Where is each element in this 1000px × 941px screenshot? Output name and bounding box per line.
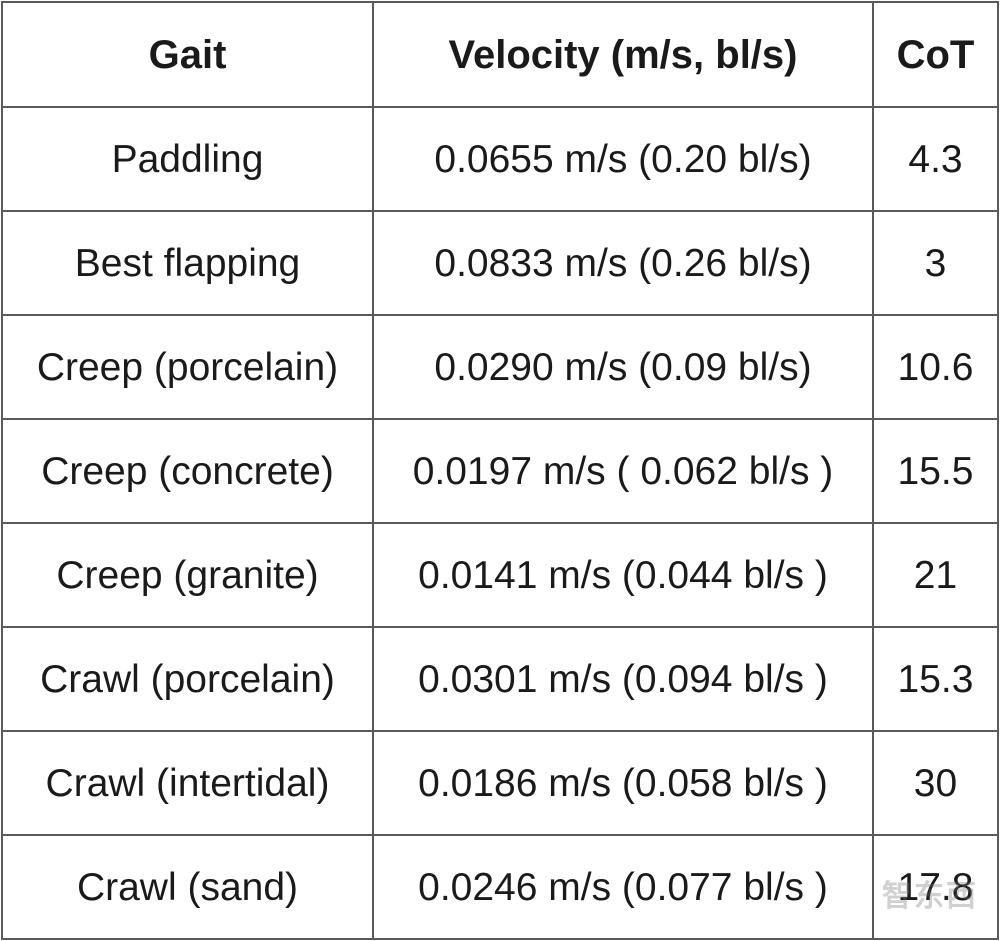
- cell-cot: 17.8: [872, 834, 999, 940]
- cell-cot: 4.3: [872, 106, 999, 212]
- cell-gait: Creep (granite): [1, 522, 374, 628]
- cell-velocity: 0.0141 m/s (0.044 bl/s ): [372, 522, 874, 628]
- cell-velocity: 0.0186 m/s (0.058 bl/s ): [372, 730, 874, 836]
- cell-gait: Best flapping: [1, 210, 374, 316]
- table-header-row: Gait Velocity (m/s, bl/s) CoT: [1, 1, 999, 108]
- cell-gait: Crawl (sand): [1, 834, 374, 940]
- cell-gait: Crawl (intertidal): [1, 730, 374, 836]
- cell-gait: Creep (concrete): [1, 418, 374, 524]
- cell-cot: 21: [872, 522, 999, 628]
- cell-velocity: 0.0655 m/s (0.20 bl/s): [372, 106, 874, 212]
- cell-velocity: 0.0246 m/s (0.077 bl/s ): [372, 834, 874, 940]
- header-gait: Gait: [1, 1, 374, 108]
- cell-gait: Creep (porcelain): [1, 314, 374, 420]
- header-velocity: Velocity (m/s, bl/s): [372, 1, 874, 108]
- table-row: Creep (concrete) 0.0197 m/s ( 0.062 bl/s…: [1, 418, 999, 524]
- cell-cot: 3: [872, 210, 999, 316]
- table-row: Creep (porcelain) 0.0290 m/s (0.09 bl/s)…: [1, 314, 999, 420]
- table-row: Crawl (porcelain) 0.0301 m/s (0.094 bl/s…: [1, 626, 999, 732]
- cell-cot: 30: [872, 730, 999, 836]
- table-row: Best flapping 0.0833 m/s (0.26 bl/s) 3: [1, 210, 999, 316]
- cell-velocity: 0.0197 m/s ( 0.062 bl/s ): [372, 418, 874, 524]
- table-row: Creep (granite) 0.0141 m/s (0.044 bl/s )…: [1, 522, 999, 628]
- table-row: Crawl (intertidal) 0.0186 m/s (0.058 bl/…: [1, 730, 999, 836]
- cell-cot: 15.3: [872, 626, 999, 732]
- cell-gait: Crawl (porcelain): [1, 626, 374, 732]
- cell-velocity: 0.0290 m/s (0.09 bl/s): [372, 314, 874, 420]
- cell-gait: Paddling: [1, 106, 374, 212]
- cell-cot: 15.5: [872, 418, 999, 524]
- table-row: Paddling 0.0655 m/s (0.20 bl/s) 4.3: [1, 106, 999, 212]
- cell-velocity: 0.0833 m/s (0.26 bl/s): [372, 210, 874, 316]
- cell-cot: 10.6: [872, 314, 999, 420]
- header-cot: CoT: [872, 1, 999, 108]
- table-row: Crawl (sand) 0.0246 m/s (0.077 bl/s ) 17…: [1, 834, 999, 940]
- cell-velocity: 0.0301 m/s (0.094 bl/s ): [372, 626, 874, 732]
